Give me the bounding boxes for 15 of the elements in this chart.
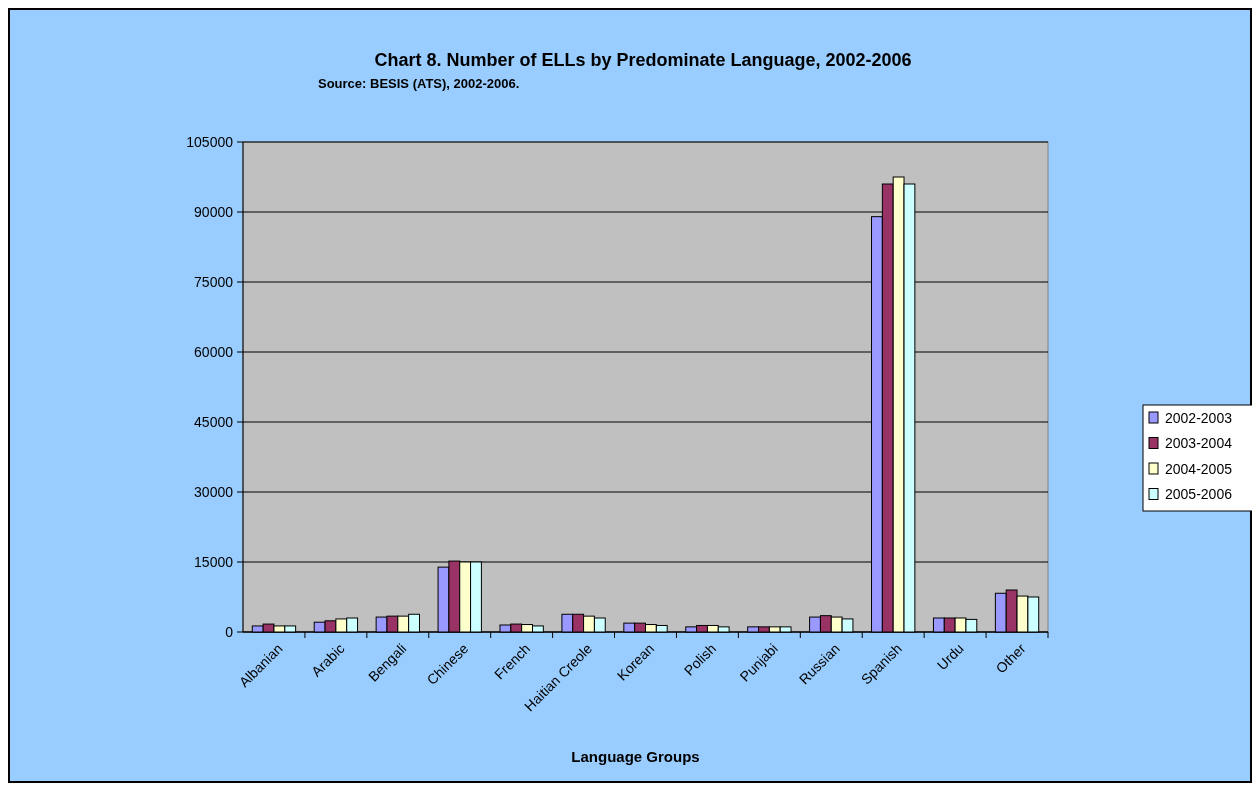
y-tick-label: 105000 — [186, 133, 234, 150]
legend-label: 2002-2003 — [1165, 409, 1233, 426]
legend-label: 2004-2005 — [1165, 460, 1233, 477]
y-tick-label: 60000 — [194, 343, 234, 360]
y-tick-label: 0 — [225, 623, 234, 640]
chart-title: Chart 8. Number of ELLs by Predominate Language, 2002-2006 — [374, 50, 912, 70]
y-tick-label: 30000 — [194, 483, 234, 500]
legend-label: 2003-2004 — [1165, 435, 1233, 452]
x-axis-title: Language Groups — [571, 748, 700, 765]
y-tick-label: 75000 — [194, 273, 234, 290]
legend-label: 2005-2006 — [1165, 486, 1233, 503]
y-tick-label: 90000 — [194, 203, 234, 220]
y-tick-label: 15000 — [194, 553, 234, 570]
chart-subtitle: Source: BESIS (ATS), 2002-2006. — [318, 76, 520, 91]
y-tick-label: 45000 — [194, 413, 234, 430]
